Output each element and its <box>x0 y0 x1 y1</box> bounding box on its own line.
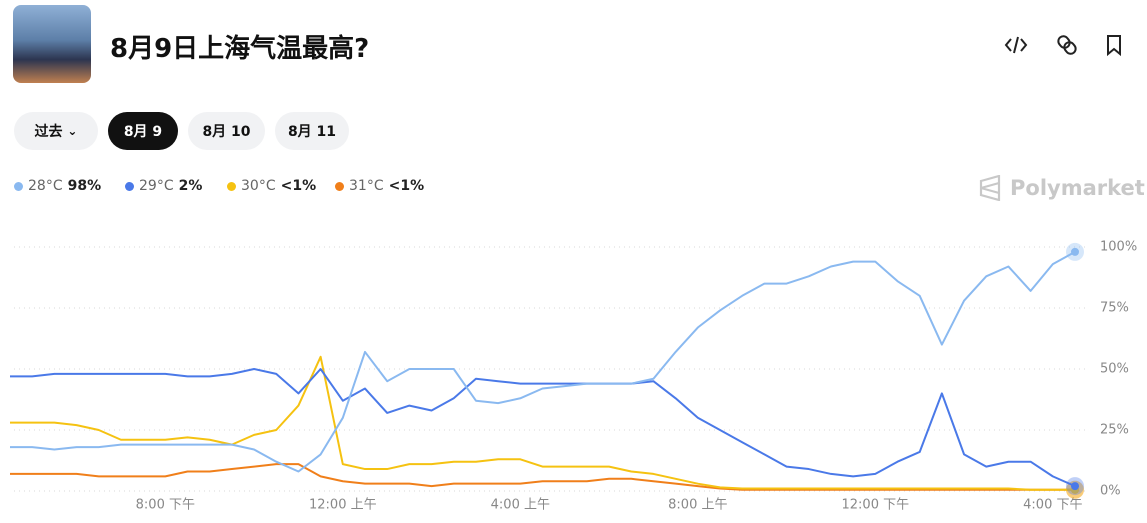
tab[interactable]: 过去 ⌄ <box>14 112 98 150</box>
legend-name: 29°C <box>139 178 174 194</box>
brand-name: Polymarket <box>1010 176 1145 200</box>
x-tick-label: 8:00 上午 <box>668 498 727 513</box>
series-line <box>10 463 1075 491</box>
legend-dot <box>227 181 236 191</box>
x-tick-label: 8:00 下午 <box>136 498 195 513</box>
x-tick-label: 4:00 下午 <box>1023 498 1082 513</box>
legend-item: 29°C 2% <box>125 178 202 194</box>
legend-value: 98% <box>67 178 102 194</box>
title: 8月9日上海气温最高? <box>110 34 370 64</box>
brand-logo <box>979 175 1001 201</box>
x-tick-label: 12:00 下午 <box>842 498 910 513</box>
end-dot <box>1071 482 1079 491</box>
tab-label: 过去 <box>34 124 63 140</box>
x-tick-label: 12:00 上午 <box>309 498 377 513</box>
tab[interactable]: 8月 10 <box>188 112 265 150</box>
legend-item: 30°C <1% <box>227 178 316 194</box>
end-dot <box>1071 247 1079 256</box>
series-line <box>10 368 1076 488</box>
header-icons <box>1004 34 1121 57</box>
link-icon[interactable] <box>1056 34 1077 56</box>
legend-value: <1% <box>388 178 425 194</box>
tab[interactable]: 8月 9 <box>108 112 178 150</box>
legend-name: 30°C <box>241 178 276 194</box>
y-tick-label: 25% <box>1100 423 1129 438</box>
y-tick-label: 75% <box>1100 301 1129 316</box>
y-tick-label: 100% <box>1100 240 1137 255</box>
brand: Polymarket <box>978 175 1145 201</box>
y-tick-label: 50% <box>1100 362 1129 377</box>
legend-dot <box>335 181 344 191</box>
legend-dot <box>125 181 134 191</box>
market-image <box>13 5 91 83</box>
legend-value: 2% <box>178 178 203 194</box>
y-tick-label: 0% <box>1100 484 1121 499</box>
x-tick-label: 4:00 上午 <box>491 498 550 513</box>
tab[interactable]: 8月 11 <box>275 112 349 150</box>
series-line <box>10 355 1075 491</box>
legend-name: 28°C <box>28 178 63 194</box>
embed-icon[interactable] <box>1004 36 1028 54</box>
legend-item: 31°C <1% <box>335 178 424 194</box>
series-line <box>10 251 1076 473</box>
legend-name: 31°C <box>349 178 384 194</box>
legend-dot <box>14 181 23 191</box>
bookmark-icon[interactable] <box>1107 35 1121 57</box>
legend-item: 28°C 98% <box>14 178 101 194</box>
legend-value: <1% <box>280 178 317 194</box>
